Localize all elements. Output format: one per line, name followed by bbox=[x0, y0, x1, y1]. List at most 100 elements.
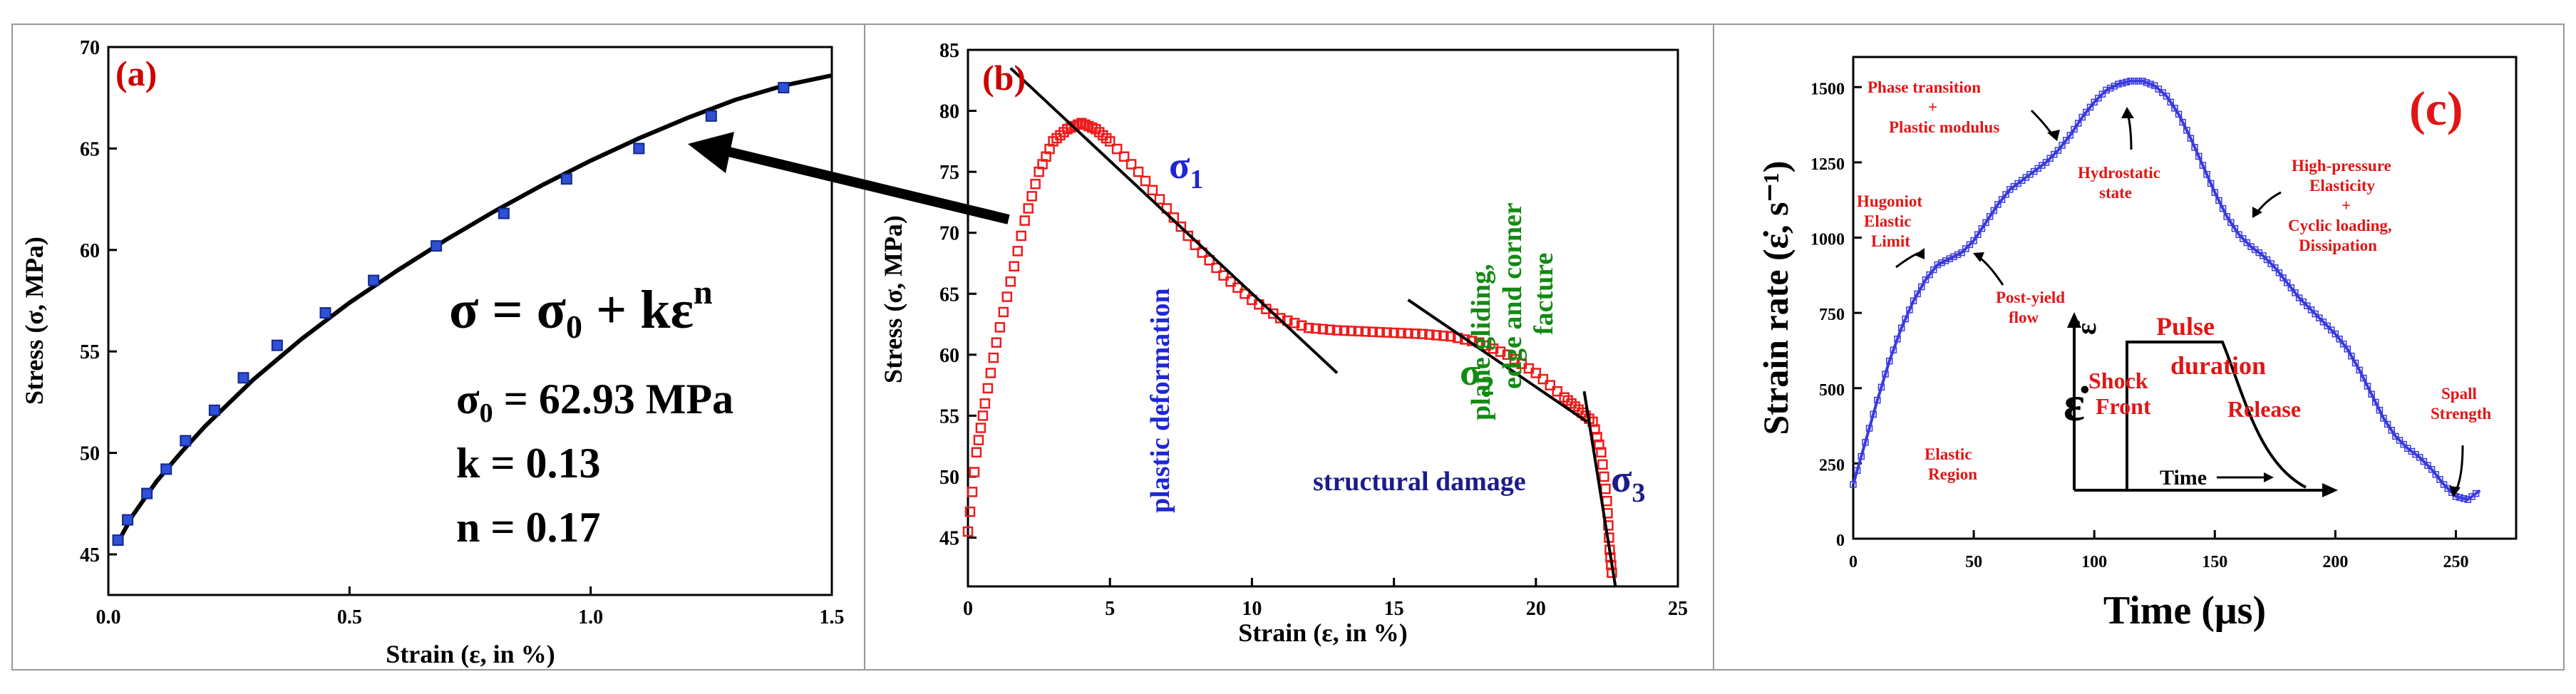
arrowhead-hydrostatic bbox=[2121, 107, 2134, 118]
data-point bbox=[2360, 374, 2367, 382]
data-point bbox=[368, 274, 380, 286]
data-point bbox=[1125, 159, 1137, 170]
data-point bbox=[122, 514, 134, 526]
data-point bbox=[985, 368, 996, 378]
data-point bbox=[2143, 79, 2150, 86]
data-point bbox=[1974, 231, 1982, 239]
y-tick-label: 500 bbox=[1819, 381, 1845, 400]
data-point bbox=[1019, 215, 1030, 226]
data-point bbox=[2127, 78, 2134, 85]
panel-a-n-value: n = 0.17 bbox=[456, 504, 601, 551]
y-tick-label: 80 bbox=[939, 101, 959, 123]
data-point bbox=[1030, 179, 1041, 190]
data-point bbox=[2472, 490, 2480, 497]
data-point bbox=[1910, 297, 1917, 304]
data-point bbox=[1982, 219, 1989, 227]
arrowhead-phase bbox=[2047, 130, 2060, 141]
y-tick-label: 55 bbox=[80, 341, 100, 363]
data-point bbox=[964, 506, 976, 517]
fit-line bbox=[115, 73, 833, 544]
data-point bbox=[1331, 325, 1343, 336]
data-point bbox=[2091, 98, 2098, 106]
y-tick-label: 50 bbox=[939, 467, 959, 489]
data-point bbox=[1914, 290, 1921, 298]
inset-big-strain-rate-symbol: ε̇ bbox=[2064, 377, 2089, 432]
data-point bbox=[1970, 237, 1977, 244]
y-tick-label: 60 bbox=[80, 240, 100, 262]
data-point bbox=[1853, 467, 1861, 474]
data-point bbox=[271, 339, 283, 351]
data-point bbox=[1946, 255, 1954, 262]
panel-b-xlabel: Strain (ε, in %) bbox=[1238, 618, 1407, 647]
data-point bbox=[2307, 306, 2315, 314]
tangent-fit-line bbox=[1407, 299, 1588, 423]
y-tick-label: 70 bbox=[80, 37, 100, 59]
y-tick-label: 50 bbox=[80, 443, 100, 465]
data-point bbox=[1552, 385, 1562, 397]
data-point bbox=[2275, 269, 2283, 276]
panel-c: 0 50 100 150 200 250 0 250 500 750 1000 1250 1500 (c… bbox=[1756, 56, 2518, 633]
data-point bbox=[2203, 171, 2210, 178]
data-point bbox=[2428, 466, 2436, 473]
data-point bbox=[1530, 368, 1542, 378]
data-point bbox=[1140, 175, 1151, 187]
data-point bbox=[2199, 162, 2207, 169]
data-point bbox=[2059, 142, 2066, 149]
data-point bbox=[2002, 191, 2009, 198]
data-point bbox=[2283, 279, 2291, 286]
y-tick-label: 45 bbox=[80, 544, 100, 566]
data-point bbox=[2392, 433, 2399, 440]
data-point bbox=[319, 307, 331, 319]
tangent-fit-line bbox=[1009, 67, 1339, 374]
panel-a-k-value: k = 0.13 bbox=[456, 440, 601, 487]
data-point bbox=[1012, 246, 1023, 257]
data-point bbox=[2312, 310, 2319, 318]
x-tick-label: 20 bbox=[1526, 598, 1546, 620]
data-point bbox=[975, 423, 986, 433]
data-point bbox=[2046, 155, 2054, 162]
annot-high-pressure: High-pressure Elasticity + Cyclic loading, D… bbox=[2288, 157, 2392, 254]
y-tick-label: 85 bbox=[939, 40, 959, 62]
data-point bbox=[1874, 396, 1881, 404]
data-point bbox=[2336, 335, 2343, 343]
data-point bbox=[1906, 306, 1913, 314]
data-point bbox=[1922, 276, 1930, 284]
x-tick-label: 25 bbox=[1668, 598, 1688, 620]
data-point bbox=[2139, 78, 2146, 85]
data-point bbox=[1232, 282, 1243, 293]
data-point bbox=[431, 240, 443, 252]
data-point bbox=[2396, 437, 2404, 444]
data-point bbox=[2424, 462, 2431, 469]
panel-b-sigma2: σ2 bbox=[1460, 351, 1494, 401]
data-point bbox=[2115, 81, 2122, 88]
annot-post-yield: Post-yield flow bbox=[1996, 289, 2065, 326]
data-point bbox=[2344, 346, 2351, 353]
data-point bbox=[1111, 143, 1123, 155]
data-point bbox=[1324, 324, 1336, 336]
data-point bbox=[971, 447, 982, 457]
data-point bbox=[1240, 289, 1250, 299]
data-point bbox=[1942, 257, 1949, 264]
data-point bbox=[2319, 318, 2327, 326]
data-point bbox=[1594, 439, 1604, 450]
annot-phase-transition: Phase transition + Plastic modulus bbox=[1867, 78, 1999, 136]
data-point bbox=[2223, 213, 2230, 220]
data-point bbox=[1994, 201, 2001, 208]
data-point bbox=[1016, 230, 1026, 242]
data-point bbox=[2272, 264, 2279, 271]
data-point bbox=[1183, 230, 1194, 242]
data-point bbox=[1446, 331, 1456, 342]
data-point bbox=[1381, 327, 1392, 338]
data-point bbox=[2440, 481, 2448, 488]
annot-hydrostatic: Hydrostatic state bbox=[2078, 164, 2160, 202]
data-point bbox=[2316, 314, 2323, 321]
y-tick-label: 60 bbox=[939, 345, 959, 367]
x-tick-label: 0 bbox=[963, 598, 973, 620]
data-point bbox=[2292, 289, 2299, 296]
data-point bbox=[2135, 78, 2142, 85]
data-point bbox=[967, 487, 978, 497]
strain-rate-line bbox=[1852, 79, 2481, 502]
data-point bbox=[1417, 328, 1428, 339]
y-tick-label: 0 bbox=[1836, 532, 1845, 550]
x-tick-label: 0.0 bbox=[96, 606, 121, 628]
